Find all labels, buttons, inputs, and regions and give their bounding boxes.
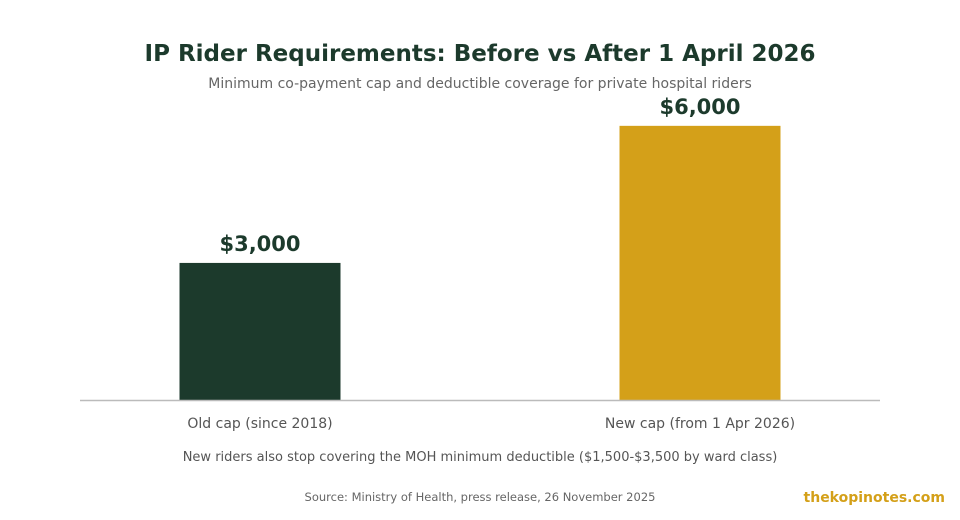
chart-subtitle: Minimum co-payment cap and deductible co… xyxy=(208,76,752,92)
category-label-1: Old cap (since 2018) xyxy=(187,416,332,432)
chart-title: IP Rider Requirements: Before vs After 1… xyxy=(144,41,816,67)
bar-value-label-1: $3,000 xyxy=(219,232,300,256)
bar-value-label-2: $6,000 xyxy=(659,95,740,119)
bar-chart: $3,000 Old cap (since 2018) $6,000 New cap … xyxy=(80,95,880,432)
brand-link[interactable]: thekopinotes.com xyxy=(803,490,945,506)
chart-note: New riders also stop covering the MOH mi… xyxy=(182,450,778,465)
category-label-2: New cap (from 1 Apr 2026) xyxy=(605,416,795,432)
source-text: Source: Ministry of Health, press releas… xyxy=(304,490,656,504)
bar-2 xyxy=(619,125,781,400)
bar-1 xyxy=(179,262,341,400)
